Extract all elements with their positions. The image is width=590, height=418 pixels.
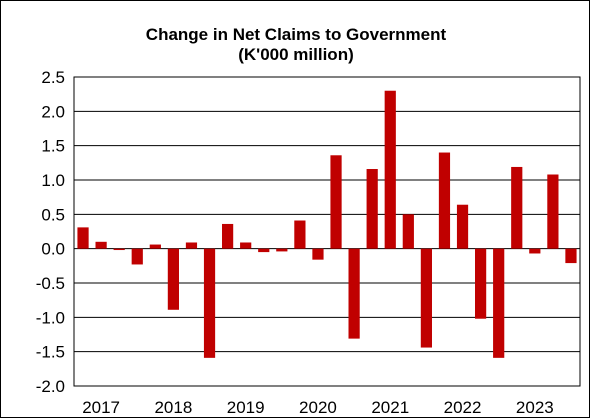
y-tick-label: 0.5 [41,205,65,224]
y-tick-label: -1.5 [36,343,65,362]
bar [565,248,577,264]
bar [312,248,324,260]
x-tick-label: 2021 [371,398,409,417]
bar [149,244,161,249]
bar [384,90,396,249]
bar [402,214,414,249]
y-tick-label: 2.5 [41,68,65,87]
bar [438,152,451,249]
x-tick-label: 2020 [299,398,337,417]
bar [456,204,469,249]
y-tick-label: 0.0 [41,240,65,259]
y-tick-label: 1.0 [41,171,65,190]
bar [185,242,198,249]
bar [420,248,432,348]
chart-subtitle: (K'000 million) [238,45,354,64]
bar [240,242,252,249]
y-tick-label: 2.0 [41,102,65,121]
bar [95,241,107,249]
bar [167,248,179,310]
x-tick-label: 2022 [444,398,482,417]
bar [366,169,378,249]
bar [547,174,559,249]
plot-border [73,76,581,387]
bar [330,155,342,249]
bar [77,227,89,249]
chart-title: Change in Net Claims to Government [145,25,447,44]
y-tick-label: 1.5 [41,137,65,156]
x-tick-label: 2023 [516,398,554,417]
bar [276,248,288,252]
y-tick-label: -2.0 [36,377,65,396]
bar [511,166,523,249]
bar [294,220,306,249]
y-tick-label: -0.5 [36,274,65,293]
bar [258,248,270,253]
bar [131,248,143,265]
x-tick-label: 2019 [227,398,265,417]
bar [222,223,234,249]
x-tick-label: 2018 [154,398,192,417]
x-tick-label: 2017 [82,398,120,417]
bar [113,248,125,251]
bar [203,248,216,358]
bar [475,248,487,319]
bar [529,248,541,254]
bar [348,248,360,339]
y-tick-label: -1.0 [36,308,65,327]
bar [493,248,505,358]
